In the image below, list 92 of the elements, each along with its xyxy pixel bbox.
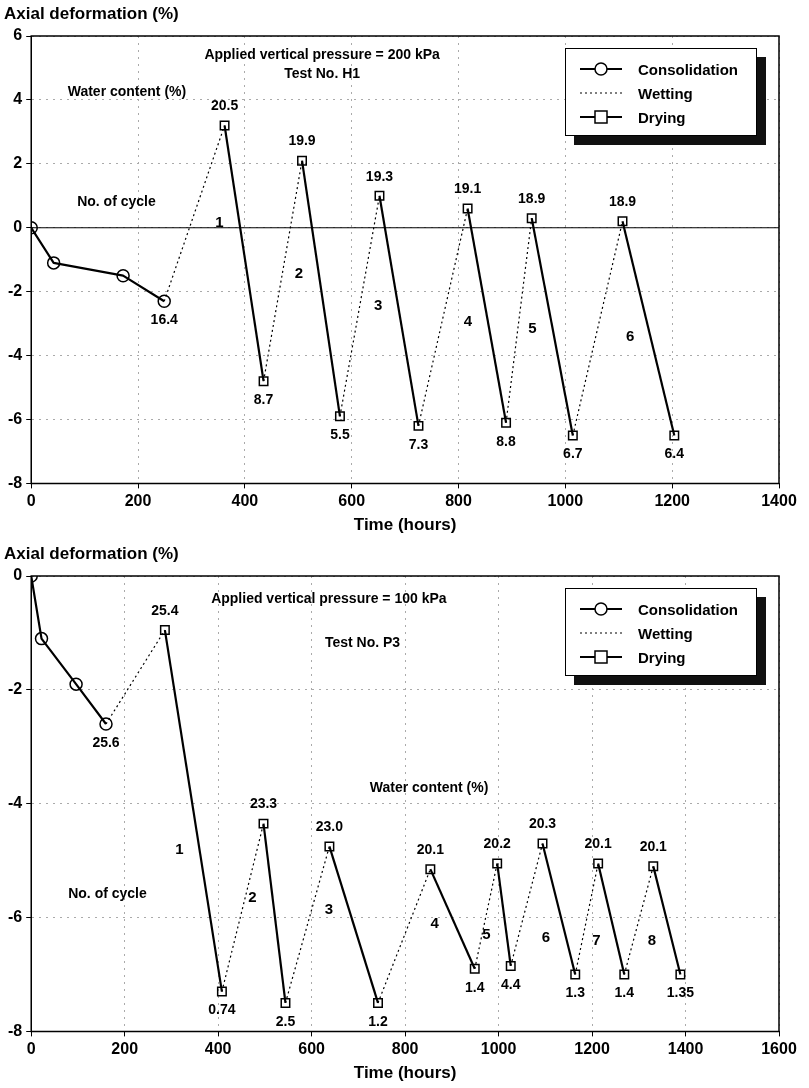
annotation: 5.5: [330, 426, 350, 443]
annotation: 20.1: [416, 841, 445, 858]
legend-label: Consolidation: [638, 600, 738, 618]
annotation: 6: [541, 927, 551, 945]
annotation: 20.1: [584, 835, 612, 852]
annotation: Water content (%): [369, 779, 489, 796]
x-tick-label: 1200: [654, 492, 691, 510]
x-tick-label: 1400: [667, 1040, 704, 1058]
annotation: 18.9: [608, 193, 637, 210]
y-tick-label: 0: [13, 566, 23, 584]
annotation: 1.2: [368, 1012, 388, 1029]
annotation: 3: [324, 899, 334, 917]
annotation: Test No. H1: [284, 65, 361, 82]
annotation: 5: [482, 925, 491, 943]
x-tick-label: 600: [298, 1040, 326, 1058]
annotation: 23.0: [315, 818, 344, 835]
x-axis-title: Time (hours): [353, 1063, 457, 1083]
annotation: Water content (%): [67, 82, 187, 99]
annotation: 19.1: [453, 180, 482, 197]
annotation: 18.9: [518, 190, 546, 207]
annotation: 20.2: [483, 835, 512, 852]
annotation: 6.7: [563, 445, 583, 462]
legend-label: Consolidation: [638, 60, 738, 78]
y-axis-title: Axial deformation (%): [4, 3, 179, 23]
x-tick-label: 200: [124, 492, 152, 510]
annotation: 20.5: [210, 97, 239, 114]
annotation: 19.9: [288, 132, 316, 149]
y-tick-label: -4: [7, 794, 23, 812]
annotation: 1.4: [465, 978, 485, 995]
annotation: 19.3: [365, 167, 394, 184]
x-tick-label: 400: [231, 492, 259, 510]
annotation: Applied vertical pressure = 200 kPa: [204, 46, 441, 63]
annotation: 2: [294, 264, 304, 282]
annotation: No. of cycle: [77, 192, 156, 209]
x-tick-label: 400: [204, 1040, 232, 1058]
x-tick-label: 600: [338, 492, 366, 510]
annotation: 20.3: [528, 815, 557, 832]
annotation: 8.8: [496, 432, 516, 449]
annotation: 1.4: [614, 984, 635, 1001]
x-tick-label: 0: [26, 1040, 36, 1058]
annotation: 3: [374, 296, 383, 314]
annotation: 8: [647, 931, 657, 949]
x-axis-title: Time (hours): [353, 515, 457, 535]
legend-label: Wetting: [638, 84, 693, 102]
y-axis-title: Axial deformation (%): [4, 543, 179, 563]
y-tick-label: -2: [7, 680, 23, 698]
annotation: 20.1: [639, 838, 668, 855]
y-tick-label: 0: [13, 218, 23, 236]
annotation: 7.3: [408, 435, 429, 452]
y-tick-label: -6: [7, 907, 23, 925]
annotation: No. of cycle: [68, 884, 147, 901]
annotation: Test No. P3: [324, 634, 401, 651]
annotation: 4: [463, 312, 473, 330]
annotation: 2: [248, 887, 257, 905]
annotation: 2.5: [275, 1012, 296, 1029]
legend-label: Wetting: [638, 624, 693, 642]
annotation: 1: [175, 839, 184, 857]
x-tick-label: 0: [26, 492, 36, 510]
x-tick-label: 1200: [574, 1040, 610, 1058]
y-tick-label: 4: [13, 90, 23, 108]
annotation: 25.6: [92, 733, 120, 750]
annotation: 1.35: [666, 984, 695, 1001]
annotation: 25.4: [151, 601, 179, 618]
annotation: 4.4: [501, 975, 521, 992]
y-tick-label: -2: [7, 282, 23, 300]
annotation: 1.3: [565, 984, 586, 1001]
annotation: 0.74: [208, 1001, 236, 1018]
annotation: 1: [215, 213, 224, 231]
x-tick-label: 1000: [480, 1040, 517, 1058]
x-tick-label: 200: [111, 1040, 139, 1058]
x-tick-label: 800: [391, 1040, 419, 1058]
annotation: 23.3: [249, 795, 278, 812]
x-tick-label: 1600: [761, 1040, 797, 1058]
annotation: 6.4: [664, 445, 685, 462]
y-tick-label: -8: [7, 473, 23, 491]
annotation: 5: [528, 318, 537, 336]
y-tick-label: -8: [7, 1021, 23, 1039]
x-tick-label: 1000: [547, 492, 584, 510]
annotation: 6: [626, 326, 635, 344]
y-tick-label: 2: [13, 154, 23, 172]
annotation: 8.7: [253, 391, 274, 407]
y-tick-label: -6: [7, 409, 23, 427]
annotation: 16.4: [150, 311, 179, 328]
annotation: 7: [592, 931, 601, 949]
x-tick-label: 1400: [761, 492, 797, 510]
annotation: 4: [430, 913, 440, 931]
x-tick-label: 800: [445, 492, 472, 510]
y-tick-label: -4: [7, 345, 23, 363]
y-tick-label: 6: [13, 26, 23, 44]
legend-label: Drying: [638, 648, 686, 666]
legend-label: Drying: [638, 108, 686, 126]
annotation: Applied vertical pressure = 100 kPa: [211, 589, 447, 606]
